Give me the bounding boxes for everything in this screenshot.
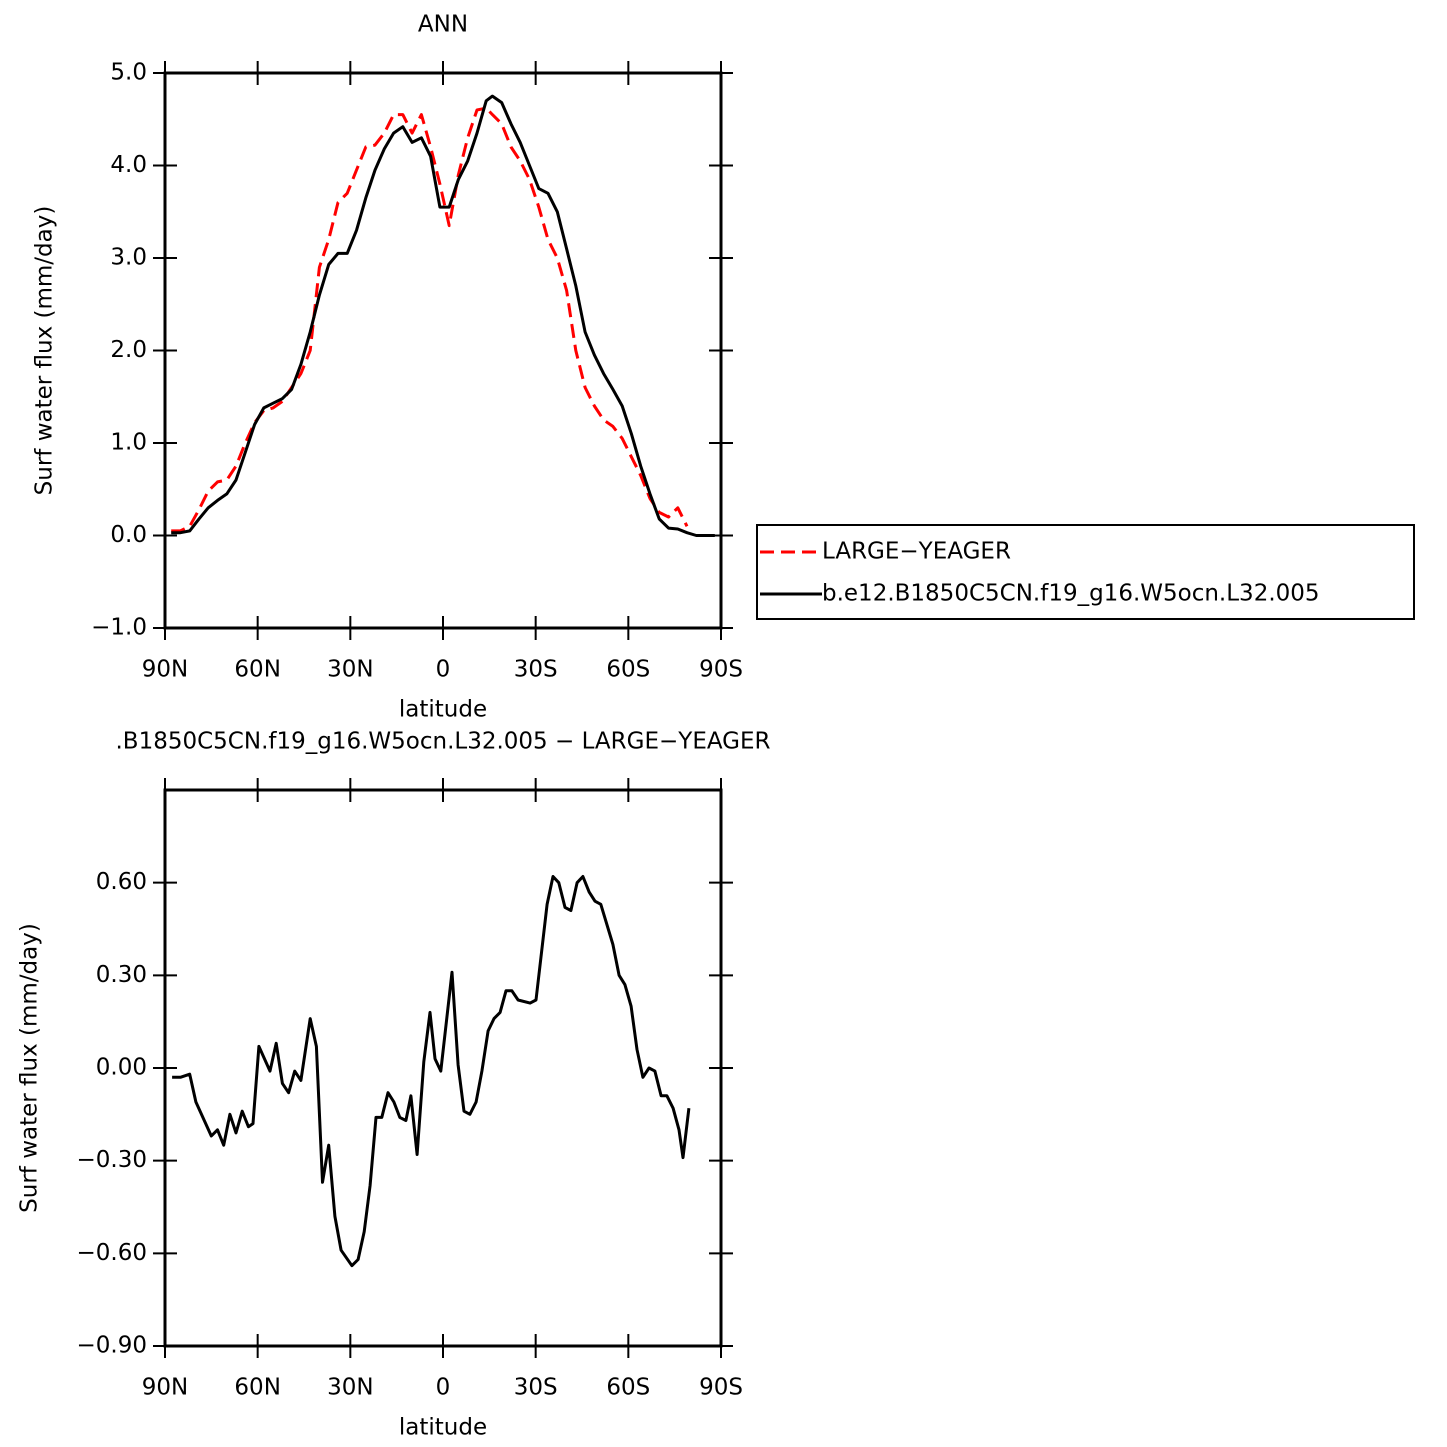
y-tick-label: 5.0 <box>110 60 147 86</box>
chart-title: .B1850C5CN.f19_g16.W5ocn.L32.005 − LARGE… <box>115 729 770 755</box>
x-tick-label: 30S <box>514 657 558 683</box>
data-line <box>172 875 691 1268</box>
y-tick-label: −0.60 <box>77 1240 147 1266</box>
x-tick-label: 90N <box>142 657 188 683</box>
y-tick-label: 0.60 <box>96 869 147 895</box>
y-tick-label: 0.0 <box>110 522 147 548</box>
y-axis-label: Surf water flux (mm/day) <box>17 923 43 1213</box>
y-tick-label: 1.0 <box>110 430 147 456</box>
x-tick-label: 60N <box>234 1375 280 1401</box>
x-tick-label: 90S <box>699 657 743 683</box>
x-tick-label: 30S <box>514 1375 558 1401</box>
legend-box <box>756 524 1415 620</box>
chart-title: ANN <box>418 12 468 38</box>
y-tick-label: −1.0 <box>91 615 147 641</box>
plot-frame <box>163 788 723 1348</box>
x-tick-label: 90S <box>699 1375 743 1401</box>
x-tick-label: 60N <box>234 657 280 683</box>
x-tick-label: 60S <box>606 657 650 683</box>
legend-label: LARGE−YEAGER <box>822 539 1011 565</box>
y-tick-label: −0.90 <box>77 1333 147 1359</box>
y-tick-label: 0.00 <box>96 1055 147 1081</box>
y-axis-label: Surf water flux (mm/day) <box>32 206 58 496</box>
x-axis-label: latitude <box>399 697 487 723</box>
plot-frame <box>163 71 723 630</box>
x-tick-label: 60S <box>606 1375 650 1401</box>
data-line <box>171 94 715 537</box>
y-tick-label: 3.0 <box>110 245 147 271</box>
x-tick-label: 0 <box>436 657 451 683</box>
y-tick-label: −0.30 <box>77 1147 147 1173</box>
data-line <box>171 106 689 533</box>
y-tick-label: 4.0 <box>110 152 147 178</box>
x-tick-label: 90N <box>142 1375 188 1401</box>
y-tick-label: 2.0 <box>110 337 147 363</box>
legend-label: b.e12.B1850C5CN.f19_g16.W5ocn.L32.005 <box>822 581 1320 607</box>
x-tick-label: 30N <box>327 1375 373 1401</box>
x-tick-label: 0 <box>436 1375 451 1401</box>
y-tick-label: 0.30 <box>96 962 147 988</box>
x-tick-label: 30N <box>327 657 373 683</box>
x-axis-label: latitude <box>399 1415 487 1441</box>
